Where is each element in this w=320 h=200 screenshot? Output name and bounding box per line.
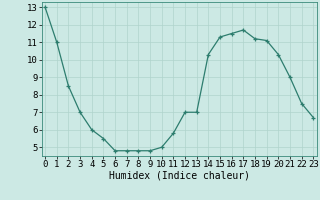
X-axis label: Humidex (Indice chaleur): Humidex (Indice chaleur) <box>109 171 250 181</box>
